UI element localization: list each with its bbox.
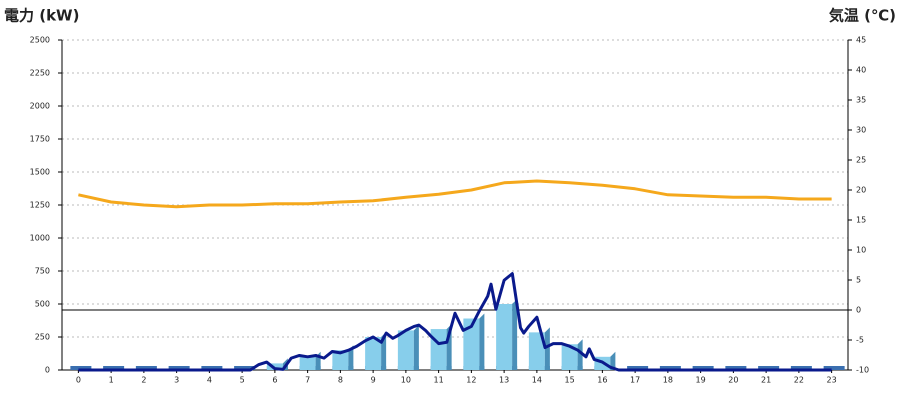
x-tick-label: 12 [466,376,476,385]
bar [332,350,349,370]
y-tick-label: 0 [45,366,50,375]
x-tick-label: 21 [761,376,771,385]
bar-side [348,345,354,370]
y2-tick-label: -5 [856,336,864,345]
y-tick-label: 2250 [30,69,50,78]
bar [463,318,480,370]
x-tick-label: 8 [338,376,343,385]
x-tick-label: 20 [728,376,738,385]
x-tick-label: 10 [401,376,411,385]
bar-base [103,366,125,370]
bar [528,332,545,370]
right-axis-title: 気温 (℃) [829,7,896,25]
bar-base [823,366,845,370]
bar-base [692,366,714,370]
y2-tick-label: 25 [856,156,866,165]
bar-base [201,366,223,370]
x-tick-label: 14 [532,376,542,385]
y2-tick-label: 20 [856,186,866,195]
y2-tick-label: 15 [856,216,866,225]
x-tick-label: 0 [76,376,81,385]
bar-side [413,325,419,370]
bar [430,329,447,370]
temperature-line [78,179,832,209]
y-tick-label: 1500 [30,168,50,177]
x-tick-label: 15 [565,376,575,385]
x-tick-label: 3 [174,376,179,385]
y-tick-label: 500 [35,300,50,309]
x-tick-label: 6 [272,376,277,385]
bar-base [790,366,812,370]
x-tick-label: 22 [794,376,804,385]
bar-side [479,313,485,370]
bar-side [577,339,583,370]
bar-base [168,366,190,370]
x-tick-label: 18 [663,376,673,385]
y-tick-label: 250 [35,333,50,342]
bar-side [512,299,518,370]
bar-base [234,366,256,370]
bar [266,363,283,370]
x-tick-label: 1 [109,376,114,385]
bar-base [70,366,92,370]
y-tick-label: 750 [35,267,50,276]
x-tick-label: 5 [240,376,245,385]
y2-tick-label: -10 [856,366,869,375]
bar-base [659,366,681,370]
bar [365,337,382,370]
bar-base [758,366,780,370]
y2-tick-label: 10 [856,246,866,255]
left-axis-title: 電力 (kW) [4,7,79,25]
x-tick-label: 16 [597,376,607,385]
x-tick-label: 4 [207,376,212,385]
x-tick-label: 9 [371,376,376,385]
x-tick-label: 11 [434,376,444,385]
y-tick-label: 1250 [30,201,50,210]
bar-base [725,366,747,370]
y2-tick-label: 0 [856,306,861,315]
power-line [78,272,832,372]
y2-tick-label: 45 [856,36,866,45]
y-tick-label: 2500 [30,36,50,45]
bar [299,356,316,370]
bar-base [627,366,649,370]
bar-side [610,351,616,370]
x-tick-label: 17 [630,376,640,385]
x-tick-label: 2 [141,376,146,385]
x-tick-label: 23 [827,376,837,385]
y2-tick-label: 30 [856,126,866,135]
bar [496,304,513,370]
bar-side [544,327,550,370]
y2-tick-label: 40 [856,66,866,75]
x-tick-label: 13 [499,376,509,385]
y2-tick-label: 35 [856,96,866,105]
bar [397,330,414,370]
y2-tick-label: 5 [856,276,861,285]
bar [561,344,578,370]
y-tick-label: 2000 [30,102,50,111]
y-tick-label: 1000 [30,234,50,243]
x-tick-label: 7 [305,376,310,385]
x-tick-label: 19 [696,376,706,385]
bar-base [135,366,157,370]
y-tick-label: 1750 [30,135,50,144]
